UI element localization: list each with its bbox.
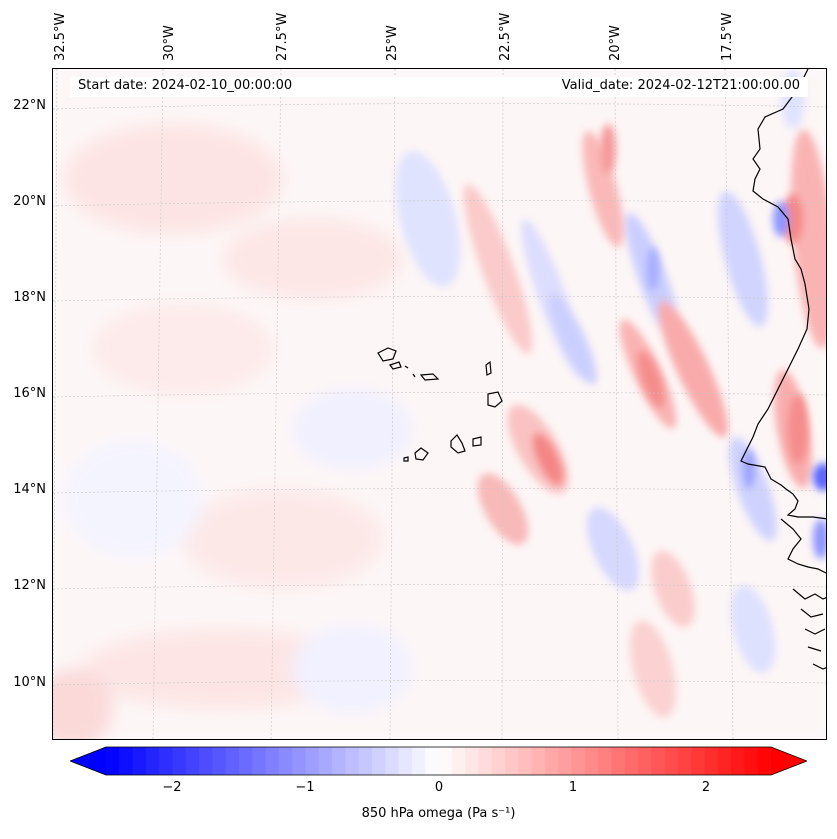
colorbar-cell: [425, 747, 439, 775]
colorbar-cell: [145, 747, 160, 775]
colorbar-cell: [385, 747, 400, 775]
date-header: Start date: 2024-02-10_00:00:00 Valid_da…: [70, 77, 808, 97]
lon-label-32-5w: 32.5°W: [53, 12, 68, 61]
colorbar-cell: [119, 747, 134, 775]
colorbar-cell: [438, 747, 453, 775]
colorbar-cell: [544, 747, 559, 775]
colorbar-cell: [757, 747, 772, 775]
omega-field-map: [53, 69, 826, 739]
colorbar-cell: [664, 747, 679, 775]
colorbar-tick-0: 0: [434, 780, 444, 795]
lat-label-22n: 22°N: [13, 98, 46, 113]
colorbar-label: 850 hPa omega (Pa s⁻¹): [361, 806, 516, 821]
colorbar-cell: [465, 747, 479, 775]
colorbar-cell: [292, 747, 306, 775]
graticule: [53, 69, 826, 739]
colorbar-cell: [278, 747, 293, 775]
colorbar-tick-neg2: −2: [162, 780, 182, 795]
colorbar-tick-2: 2: [701, 780, 711, 795]
colorbar: [70, 746, 807, 776]
colorbar-cell: [558, 747, 572, 775]
colorbar-cell: [252, 747, 267, 775]
colorbar-cell: [411, 747, 426, 775]
colorbar-extend-low: [70, 747, 106, 775]
lon-label-20w: 20°W: [608, 25, 623, 61]
lat-label-12n: 12°N: [13, 578, 46, 593]
start-date-label: Start date: 2024-02-10_00:00:00: [78, 78, 293, 93]
lat-label-16n: 16°N: [13, 386, 46, 401]
colorbar-cell: [372, 747, 386, 775]
colorbar-cell: [265, 747, 280, 775]
colorbar-cell: [691, 747, 705, 775]
colorbar-cell: [717, 747, 732, 775]
lat-label-14n: 14°N: [13, 482, 46, 497]
colorbar-cell: [598, 747, 612, 775]
valid-date-label: Valid_date: 2024-02-12T21:00:00.00: [561, 78, 800, 93]
map-panel: [52, 68, 827, 740]
colorbar-cell: [505, 747, 519, 775]
colorbar-cell: [571, 747, 586, 775]
lat-label-20n: 20°N: [13, 194, 46, 209]
colorbar-cell: [106, 747, 120, 775]
colorbar-cell: [185, 747, 200, 775]
colorbar-cell: [624, 747, 639, 775]
cape-verde-islands: [377, 347, 503, 462]
colorbar-cell: [704, 747, 719, 775]
colorbar-cell: [305, 747, 320, 775]
colorbar-cell: [531, 747, 546, 775]
colorbar-cell: [518, 747, 533, 775]
colorbar-cell: [491, 747, 506, 775]
lon-label-17-5w: 17.5°W: [720, 12, 735, 61]
colorbar-cell: [584, 747, 599, 775]
coastline: [740, 69, 826, 670]
colorbar-cell: [332, 747, 346, 775]
colorbar-cell: [358, 747, 373, 775]
colorbar-cell: [611, 747, 626, 775]
colorbar-cell: [345, 747, 360, 775]
colorbar-cell: [677, 747, 692, 775]
colorbar-outline: [70, 746, 807, 776]
colorbar-tick-neg1: −1: [295, 780, 315, 795]
colorbar-cell: [172, 747, 187, 775]
lat-label-18n: 18°N: [13, 290, 46, 305]
colorbar-cell: [398, 747, 413, 775]
colorbar-extend-high: [771, 747, 807, 775]
colorbar-cell: [638, 747, 652, 775]
colorbar-cells: [70, 747, 807, 775]
colorbar-cell: [744, 747, 759, 775]
colorbar-cell: [225, 747, 240, 775]
colorbar-cell: [239, 747, 253, 775]
colorbar-cell: [199, 747, 213, 775]
colorbar-cell: [159, 747, 173, 775]
colorbar-cell: [451, 747, 466, 775]
colorbar-cell: [651, 747, 666, 775]
lon-label-30w: 30°W: [162, 25, 177, 61]
colorbar-cell: [731, 747, 745, 775]
colorbar-cell: [212, 747, 227, 775]
omega-field-cores: [533, 124, 826, 559]
colorbar-cell: [132, 747, 147, 775]
colorbar-cell: [318, 747, 333, 775]
lon-label-27-5w: 27.5°W: [275, 12, 290, 61]
lon-label-25w: 25°W: [385, 25, 400, 61]
lon-label-22-5w: 22.5°W: [498, 12, 513, 61]
colorbar-tick-1: 1: [568, 780, 578, 795]
colorbar-cell: [478, 747, 493, 775]
lat-label-10n: 10°N: [13, 675, 46, 690]
